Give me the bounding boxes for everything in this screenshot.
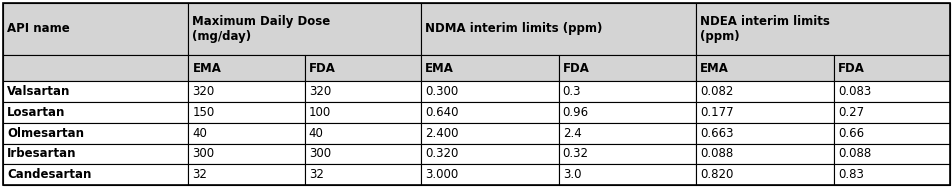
Text: Olmesartan: Olmesartan <box>8 127 84 140</box>
Bar <box>188 3 421 55</box>
Text: 0.820: 0.820 <box>700 168 733 181</box>
Text: 150: 150 <box>192 106 214 119</box>
Text: 3.0: 3.0 <box>562 168 581 181</box>
Text: FDA: FDA <box>837 61 863 75</box>
Text: Candesartan: Candesartan <box>8 168 91 181</box>
Text: API name: API name <box>8 22 69 35</box>
Text: FDA: FDA <box>308 61 335 75</box>
Bar <box>421 123 558 143</box>
Bar <box>3 81 188 102</box>
Bar <box>188 81 305 102</box>
Bar <box>3 55 188 81</box>
Bar <box>421 164 558 185</box>
Bar <box>305 55 421 81</box>
Text: EMA: EMA <box>700 61 728 75</box>
Bar <box>558 143 695 164</box>
Text: 0.66: 0.66 <box>837 127 863 140</box>
Text: 0.300: 0.300 <box>425 85 458 98</box>
Bar <box>188 164 305 185</box>
Text: 0.082: 0.082 <box>700 85 733 98</box>
Bar <box>695 143 833 164</box>
Text: 0.27: 0.27 <box>837 106 863 119</box>
Bar <box>305 143 421 164</box>
Bar <box>695 123 833 143</box>
Text: Valsartan: Valsartan <box>8 85 70 98</box>
Bar <box>421 81 558 102</box>
Bar <box>558 102 695 123</box>
Bar <box>421 55 558 81</box>
Bar <box>3 123 188 143</box>
Text: 0.32: 0.32 <box>562 147 588 160</box>
Text: Losartan: Losartan <box>8 106 66 119</box>
Text: 2.400: 2.400 <box>425 127 458 140</box>
Bar <box>558 81 695 102</box>
Bar <box>3 3 188 55</box>
Text: 32: 32 <box>308 168 324 181</box>
Bar <box>3 143 188 164</box>
Text: 300: 300 <box>308 147 330 160</box>
Bar <box>3 102 188 123</box>
Text: NDMA interim limits (ppm): NDMA interim limits (ppm) <box>425 22 602 35</box>
Text: 0.320: 0.320 <box>425 147 458 160</box>
Bar <box>558 55 695 81</box>
Text: 40: 40 <box>308 127 324 140</box>
Bar <box>558 164 695 185</box>
Bar <box>305 81 421 102</box>
Text: Maximum Daily Dose
(mg/day): Maximum Daily Dose (mg/day) <box>192 15 330 43</box>
Text: EMA: EMA <box>192 61 221 75</box>
Bar <box>188 123 305 143</box>
Bar <box>558 123 695 143</box>
Text: EMA: EMA <box>425 61 453 75</box>
Bar <box>3 164 188 185</box>
Bar <box>695 164 833 185</box>
Text: 0.640: 0.640 <box>425 106 458 119</box>
Text: 0.083: 0.083 <box>837 85 870 98</box>
Bar <box>695 102 833 123</box>
Bar <box>833 102 949 123</box>
Text: Irbesartan: Irbesartan <box>8 147 77 160</box>
Text: NDEA interim limits
(ppm): NDEA interim limits (ppm) <box>700 15 829 43</box>
Text: 0.3: 0.3 <box>562 85 581 98</box>
Text: 2.4: 2.4 <box>562 127 581 140</box>
Bar <box>833 164 949 185</box>
Text: 0.96: 0.96 <box>562 106 588 119</box>
Bar <box>421 143 558 164</box>
Bar <box>833 143 949 164</box>
Bar <box>188 55 305 81</box>
Bar <box>421 102 558 123</box>
Bar <box>695 55 833 81</box>
Bar <box>305 123 421 143</box>
Bar <box>833 55 949 81</box>
Text: 0.177: 0.177 <box>700 106 733 119</box>
Text: 0.088: 0.088 <box>700 147 733 160</box>
Text: 100: 100 <box>308 106 330 119</box>
Bar <box>188 143 305 164</box>
Bar <box>305 102 421 123</box>
Text: 300: 300 <box>192 147 214 160</box>
Text: 0.088: 0.088 <box>837 147 870 160</box>
Bar <box>305 164 421 185</box>
Bar <box>833 81 949 102</box>
Text: 320: 320 <box>192 85 214 98</box>
Bar <box>833 123 949 143</box>
Text: 0.83: 0.83 <box>837 168 863 181</box>
Text: 0.663: 0.663 <box>700 127 733 140</box>
Text: 320: 320 <box>308 85 330 98</box>
Text: 3.000: 3.000 <box>425 168 458 181</box>
Bar <box>695 3 949 55</box>
Bar <box>188 102 305 123</box>
Text: 32: 32 <box>192 168 207 181</box>
Bar <box>421 3 695 55</box>
Bar <box>695 81 833 102</box>
Text: FDA: FDA <box>562 61 589 75</box>
Text: 40: 40 <box>192 127 207 140</box>
